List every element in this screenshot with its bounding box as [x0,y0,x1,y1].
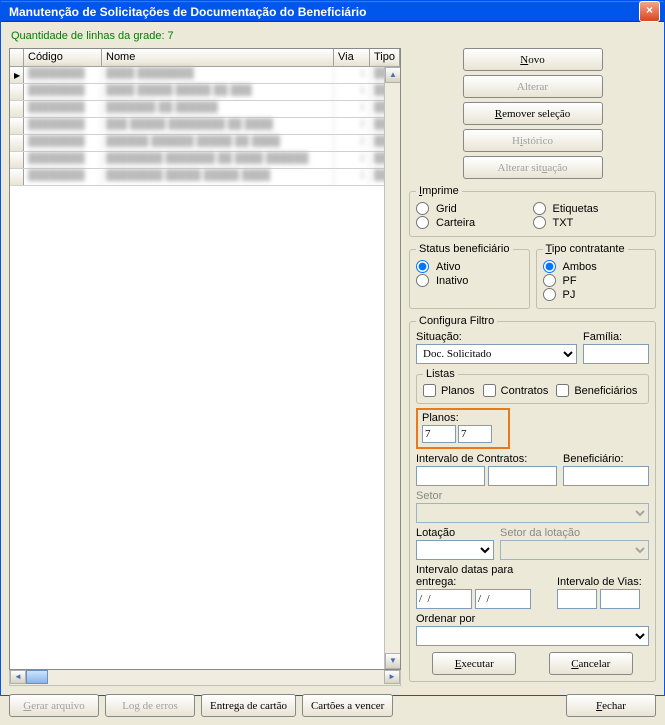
setor-label: Setor [416,490,649,502]
setor-select [416,503,649,523]
col-nome[interactable]: Nome [102,49,334,66]
table-row[interactable]: ████████████████ ███████ ██ ████ ██████2… [10,152,400,169]
via-to-input[interactable] [600,589,640,609]
radio-etiquetas[interactable] [533,202,546,215]
chk-planos[interactable] [423,384,436,397]
col-via[interactable]: Via [334,49,370,66]
vertical-scrollbar[interactable]: ▲ ▼ [384,67,400,669]
gerar-arquivo-button[interactable]: Gerar arquivo [9,694,99,717]
configura-filtro-legend: Configura Filtro [416,315,497,327]
contrato-to-input[interactable] [488,466,557,486]
imprime-group: Imprime Grid Carteira Etiquetas TXT [409,185,656,237]
radio-inativo[interactable] [416,274,429,287]
window-title: Manutenção de Solicitações de Documentaç… [9,5,639,19]
planos-highlight: Planos: [416,408,510,449]
radio-grid[interactable] [416,202,429,215]
log-erros-button[interactable]: Log de erros [105,694,195,717]
situacao-label: Situação: [416,331,577,343]
horizontal-scrollbar[interactable]: ◄ ► [9,670,401,686]
status-group: Status beneficiário Ativo Inativo [409,243,530,309]
data-to-input[interactable] [475,589,531,609]
scroll-down-icon[interactable]: ▼ [385,653,401,669]
alterar-button[interactable]: Alterar [463,75,603,98]
planos-label: Planos: [422,412,504,424]
configura-filtro-group: Configura Filtro Situação: Doc. Solicita… [409,315,656,682]
col-codigo[interactable]: Código [24,49,102,66]
novo-button[interactable]: Novo [463,48,603,71]
table-row[interactable]: ███████████████ ██ ██████1███ [10,101,400,118]
radio-ambos[interactable] [543,260,556,273]
ordenar-label: Ordenar por [416,613,649,625]
setor-lotacao-select [500,540,649,560]
tipo-contratante-group: Tipo contratante Ambos PF PJ [536,243,657,309]
radio-pj[interactable] [543,288,556,301]
intervalo-contratos-label: Intervalo de Contratos: [416,453,557,465]
scroll-left-icon[interactable]: ◄ [10,670,26,684]
situacao-select[interactable]: Doc. Solicitado [416,344,577,364]
scroll-up-icon[interactable]: ▲ [385,67,401,83]
titlebar: Manutenção de Solicitações de Documentaç… [1,1,664,22]
radio-ativo[interactable] [416,260,429,273]
beneficiario-label: Beneficiário: [563,453,649,465]
ordenar-select[interactable] [416,626,649,646]
setor-lotacao-label: Setor da lotação [500,527,649,539]
planos-from-input[interactable] [422,425,456,443]
tipo-contratante-legend: Tipo contratante [543,243,628,255]
cancelar-button[interactable]: Cancelar [549,652,633,675]
executar-button[interactable]: Executar [432,652,516,675]
radio-pf[interactable] [543,274,556,287]
chk-contratos[interactable] [483,384,496,397]
radio-txt[interactable] [533,216,546,229]
close-icon[interactable]: × [639,1,660,22]
intervalo-datas-label: Intervalo datas para entrega: [416,564,551,588]
table-row[interactable]: ██████████████ ██████ █████ ██ ████2███ [10,135,400,152]
scroll-right-icon[interactable]: ► [384,670,400,684]
cartoes-vencer-button[interactable]: Cartões a vencer [302,694,393,717]
contrato-from-input[interactable] [416,466,485,486]
chk-beneficiarios[interactable] [556,384,569,397]
table-row[interactable]: ████████████████ █████ █████ ████1███ [10,169,400,186]
lotacao-label: Lotação [416,527,494,539]
entrega-cartao-button[interactable]: Entrega de cartão [201,694,296,717]
imprime-legend: Imprime [416,185,462,197]
table-row[interactable]: ████████████ ████████1███ [10,67,400,84]
data-grid[interactable]: Código Nome Via Tipo ████████████ ██████… [9,48,401,670]
scroll-thumb[interactable] [26,670,48,684]
familia-input[interactable] [583,344,649,364]
grid-header: Código Nome Via Tipo [10,49,400,67]
intervalo-vias-label: Intervalo de Vias: [557,576,649,588]
rowcount-label: Quantidade de linhas da grade: 7 [11,30,656,42]
data-from-input[interactable] [416,589,472,609]
radio-carteira[interactable] [416,216,429,229]
fechar-button[interactable]: Fechar [566,694,656,717]
familia-label: Família: [583,331,649,343]
listas-legend: Listas [423,368,458,380]
table-row[interactable]: ███████████ █████ ████████ ██ ████2███ [10,118,400,135]
via-from-input[interactable] [557,589,597,609]
listas-group: Listas Planos Contratos Beneficiários [416,368,649,404]
planos-to-input[interactable] [458,425,492,443]
table-row[interactable]: ████████████ █████ █████ ██ ███1███ [10,84,400,101]
historico-button[interactable]: Histórico [463,129,603,152]
alterar-situacao-button[interactable]: Alterar situação [463,156,603,179]
beneficiario-input[interactable] [563,466,649,486]
col-tipo[interactable]: Tipo [370,49,400,66]
lotacao-select[interactable] [416,540,494,560]
status-legend: Status beneficiário [416,243,513,255]
remover-button[interactable]: Remover seleção [463,102,603,125]
